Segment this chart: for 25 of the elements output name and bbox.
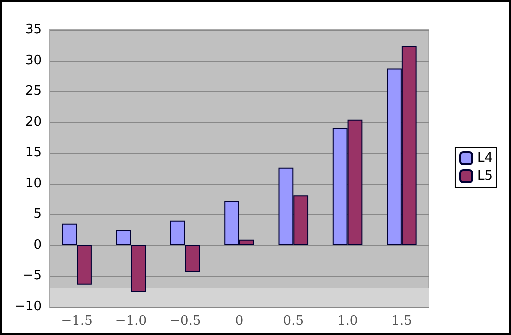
y-tick-label: 15 xyxy=(25,146,42,161)
y-tick-label: −5 xyxy=(22,268,42,284)
x-tick-label: −0.5 xyxy=(170,314,202,329)
y-tick-label: 10 xyxy=(25,176,42,192)
x-tick-label: −1.0 xyxy=(115,314,148,329)
y-tick-label: 0 xyxy=(34,238,42,253)
bar xyxy=(185,245,200,273)
y-tick-label: 35 xyxy=(25,22,42,38)
bar xyxy=(170,220,186,246)
y-tick-label: 25 xyxy=(25,84,42,100)
x-tick-label: −1.5 xyxy=(61,314,93,329)
x-tick-label: 0.5 xyxy=(283,314,304,329)
bar xyxy=(77,245,92,285)
bar xyxy=(131,245,146,292)
y-tick-label: −10 xyxy=(14,300,42,314)
bar xyxy=(62,224,78,246)
legend-label: L4 xyxy=(477,151,493,166)
bar xyxy=(116,230,132,246)
y-tick-label: 30 xyxy=(25,53,42,68)
x-tick-label: 1.0 xyxy=(337,314,358,329)
x-tick-label: 1.5 xyxy=(392,314,412,329)
y-tick-label: 5 xyxy=(34,207,42,222)
x-tick-label: 0 xyxy=(235,314,244,329)
y-tick-label: 20 xyxy=(25,114,42,130)
legend-label: L5 xyxy=(477,169,493,184)
